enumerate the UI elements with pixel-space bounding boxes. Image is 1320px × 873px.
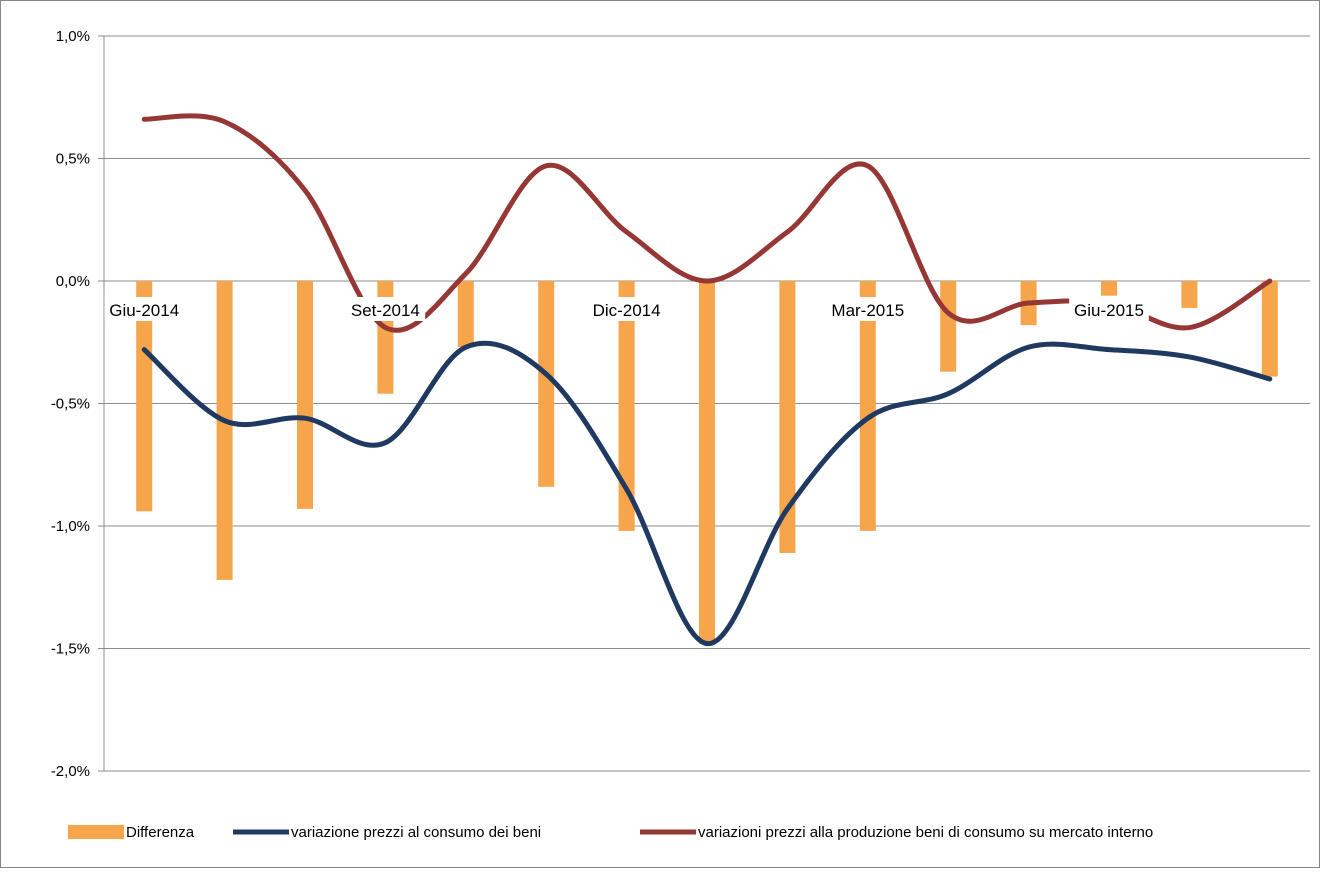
y-tick-label: -2,0%	[51, 763, 90, 780]
x-tick-label-bg	[104, 297, 184, 321]
x-axis-ticks: Giu-2014 Set-2014 Dic-2014 Mar-2015 Giu-2015	[104, 297, 1149, 321]
bar-differenza	[699, 281, 715, 644]
legend-item: variazioni prezzi alla produzione beni d…	[640, 824, 1153, 841]
bar-differenza	[1101, 281, 1117, 296]
bar-differenza	[940, 281, 957, 372]
x-tick-label: Giu-2015	[1074, 301, 1144, 320]
line-consumo	[141, 340, 1273, 647]
bar-series-differenza	[136, 281, 1278, 644]
bar-differenza	[1181, 281, 1198, 308]
bar-differenza	[779, 281, 796, 553]
bar-differenza	[297, 281, 313, 509]
y-tick-label: 1,0%	[56, 28, 90, 45]
line-series	[141, 113, 1273, 647]
bar-differenza	[538, 281, 555, 487]
legend-item: Differenza	[68, 824, 195, 841]
bar-differenza	[457, 281, 474, 348]
legend-label: variazione prezzi al consumo dei beni	[291, 824, 541, 841]
x-tick-label-bg	[828, 297, 908, 321]
x-tick-label-bg	[586, 297, 667, 321]
y-tick-label: 0,0%	[56, 273, 90, 290]
x-tick-label: Mar-2015	[831, 301, 904, 320]
line-produzione	[141, 113, 1273, 333]
legend-label: variazioni prezzi alla produzione beni d…	[698, 824, 1153, 841]
legend: Differenza variazione prezzi al consumo d…	[68, 824, 1153, 841]
bar-differenza	[859, 281, 876, 531]
y-tick-label: -1,5%	[51, 641, 90, 658]
bar-differenza	[216, 281, 233, 580]
x-tick-label: Set-2014	[351, 301, 420, 320]
bar-differenza	[1261, 281, 1278, 377]
y-tick-label: 0,5%	[56, 151, 90, 168]
legend-item: variazione prezzi al consumo dei beni	[233, 824, 541, 841]
bar-differenza	[618, 281, 635, 531]
y-tick-label: -0,5%	[51, 396, 90, 413]
x-tick-label: Dic-2014	[593, 301, 661, 320]
x-tick-label-bg	[1069, 297, 1149, 321]
x-tick-label: Giu-2014	[109, 301, 179, 320]
legend-label: Differenza	[126, 824, 195, 841]
bar-differenza	[136, 281, 153, 512]
legend-swatch	[68, 825, 124, 839]
y-tick-label: -1,0%	[51, 518, 90, 535]
y-axis-ticks: 1,0% 0,5% 0,0% -0,5% -1,0% -1,5% -2,0%	[51, 28, 90, 780]
x-tick-label-bg	[345, 297, 426, 321]
